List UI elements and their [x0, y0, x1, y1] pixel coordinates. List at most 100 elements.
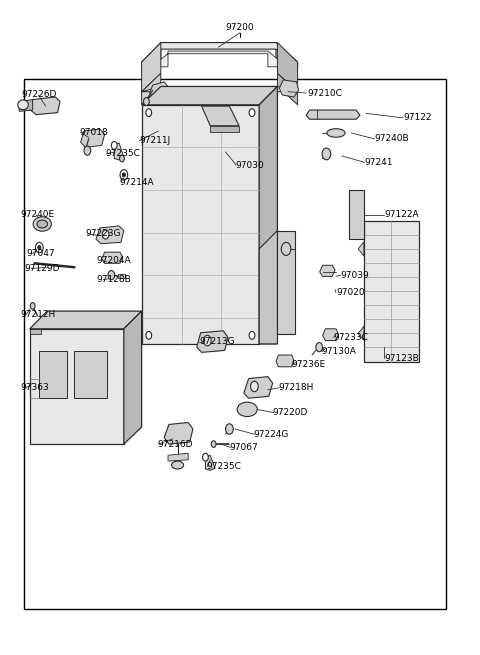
- Bar: [364, 221, 419, 362]
- Text: 97235C: 97235C: [206, 462, 241, 471]
- Text: 97122: 97122: [403, 113, 432, 122]
- Polygon shape: [197, 331, 228, 352]
- Circle shape: [249, 109, 255, 117]
- Polygon shape: [151, 51, 287, 67]
- Text: 97210C: 97210C: [307, 88, 342, 98]
- Polygon shape: [30, 329, 41, 334]
- Polygon shape: [30, 311, 142, 329]
- Ellipse shape: [237, 402, 257, 417]
- Text: 97130A: 97130A: [322, 347, 357, 356]
- Bar: [24, 79, 446, 609]
- Text: 97204A: 97204A: [96, 256, 131, 265]
- Polygon shape: [358, 242, 364, 256]
- Circle shape: [251, 381, 258, 392]
- Polygon shape: [259, 231, 277, 344]
- Polygon shape: [205, 455, 215, 470]
- Text: 97020: 97020: [336, 288, 365, 297]
- Circle shape: [108, 271, 115, 280]
- Polygon shape: [96, 226, 124, 244]
- Polygon shape: [142, 73, 161, 105]
- Text: 97047: 97047: [26, 249, 55, 258]
- Polygon shape: [124, 311, 142, 444]
- Polygon shape: [276, 355, 294, 367]
- Circle shape: [316, 343, 323, 352]
- Text: 97200: 97200: [226, 23, 254, 32]
- Circle shape: [144, 98, 149, 105]
- Polygon shape: [142, 43, 298, 69]
- Polygon shape: [142, 86, 277, 105]
- Text: 97241: 97241: [365, 158, 393, 167]
- Polygon shape: [30, 97, 60, 115]
- Text: 97216D: 97216D: [157, 440, 193, 449]
- Polygon shape: [279, 80, 299, 97]
- Circle shape: [120, 155, 124, 162]
- Ellipse shape: [33, 217, 51, 231]
- Text: 97030: 97030: [235, 160, 264, 170]
- Polygon shape: [118, 274, 125, 278]
- Polygon shape: [202, 106, 239, 126]
- Polygon shape: [320, 265, 335, 276]
- Circle shape: [281, 242, 291, 255]
- Text: 97363: 97363: [20, 383, 49, 392]
- Polygon shape: [102, 252, 122, 263]
- Circle shape: [203, 453, 208, 461]
- Circle shape: [84, 146, 91, 155]
- Polygon shape: [259, 86, 277, 344]
- Text: 97240B: 97240B: [374, 134, 409, 143]
- Polygon shape: [164, 422, 193, 444]
- Text: 97218H: 97218H: [278, 383, 314, 392]
- Circle shape: [146, 331, 152, 339]
- Polygon shape: [277, 73, 298, 105]
- Circle shape: [120, 170, 128, 180]
- Ellipse shape: [172, 461, 184, 469]
- Polygon shape: [306, 110, 360, 119]
- Polygon shape: [210, 126, 239, 132]
- Circle shape: [146, 109, 152, 117]
- Polygon shape: [114, 143, 124, 160]
- Polygon shape: [142, 43, 298, 62]
- Polygon shape: [142, 86, 298, 92]
- Circle shape: [38, 246, 41, 250]
- Text: 97067: 97067: [229, 443, 258, 452]
- Polygon shape: [168, 453, 188, 461]
- Circle shape: [249, 331, 255, 339]
- Polygon shape: [277, 231, 295, 334]
- Ellipse shape: [18, 100, 28, 110]
- Ellipse shape: [37, 220, 48, 228]
- Circle shape: [122, 173, 125, 177]
- Text: 97122A: 97122A: [384, 210, 419, 219]
- Circle shape: [204, 335, 211, 346]
- Circle shape: [211, 441, 216, 447]
- Text: 97123B: 97123B: [384, 354, 419, 363]
- Text: 97214A: 97214A: [119, 178, 154, 187]
- Polygon shape: [150, 82, 168, 97]
- Polygon shape: [142, 105, 259, 344]
- Text: 97224G: 97224G: [253, 430, 289, 439]
- Ellipse shape: [327, 128, 345, 137]
- Text: 97220D: 97220D: [273, 408, 308, 417]
- Text: 97129D: 97129D: [24, 264, 60, 273]
- Text: 97240E: 97240E: [20, 210, 54, 219]
- Text: 97223G: 97223G: [85, 229, 121, 238]
- Text: 97236E: 97236E: [292, 360, 326, 369]
- Circle shape: [111, 141, 117, 149]
- Polygon shape: [19, 100, 33, 111]
- Text: 97211J: 97211J: [139, 136, 170, 145]
- Text: 97212H: 97212H: [20, 310, 55, 319]
- Polygon shape: [30, 329, 124, 444]
- Polygon shape: [358, 326, 364, 341]
- Circle shape: [322, 148, 331, 160]
- Polygon shape: [142, 43, 161, 92]
- Polygon shape: [277, 43, 298, 92]
- Bar: [74, 351, 107, 398]
- Text: 97226D: 97226D: [22, 90, 57, 100]
- Text: 97233C: 97233C: [334, 333, 369, 342]
- Polygon shape: [349, 190, 364, 239]
- Bar: [39, 351, 67, 398]
- Circle shape: [102, 230, 109, 239]
- Circle shape: [226, 424, 233, 434]
- Text: 97128B: 97128B: [96, 275, 131, 284]
- Polygon shape: [81, 129, 105, 147]
- Polygon shape: [244, 377, 273, 398]
- Polygon shape: [323, 329, 338, 341]
